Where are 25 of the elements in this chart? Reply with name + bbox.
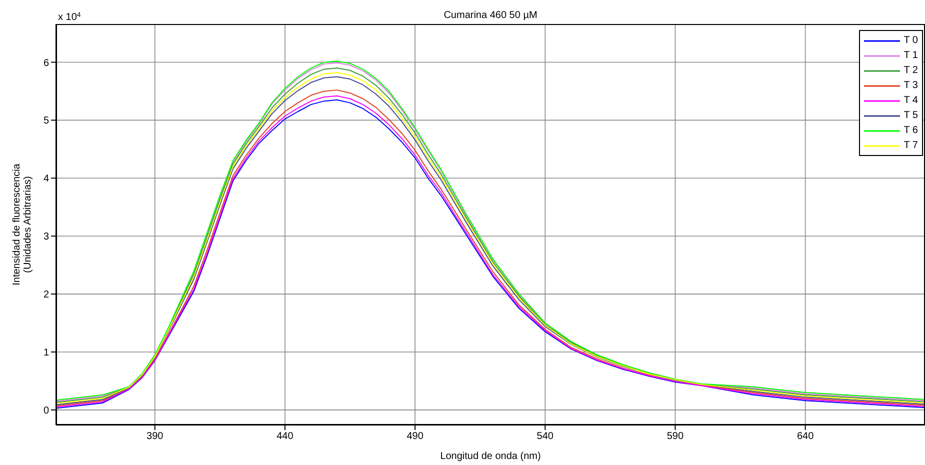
legend-label: T 1: [904, 49, 918, 62]
y-tick-label: 1: [43, 348, 50, 359]
x-tick-label: 440: [276, 431, 294, 442]
legend-label: T 4: [904, 94, 918, 107]
legend-label: T 6: [904, 124, 918, 137]
legend-label: T 5: [904, 109, 918, 122]
y-tick-label: 0: [43, 405, 50, 416]
x-tick-label: 590: [666, 431, 684, 442]
x-tick-label: 490: [406, 431, 424, 442]
legend-label: T 2: [904, 64, 918, 77]
y-tick-label: 2: [43, 290, 50, 301]
y-axis-title: Intensidad de fluorescencia (Unidades Arbitrarias): [12, 163, 34, 286]
x-axis-title: Longitud de onda (nm): [440, 451, 541, 462]
chart-title: Cumarina 460 50 µM: [444, 10, 538, 21]
y-tick-label: 3: [43, 232, 50, 243]
legend-label: T 7: [904, 139, 918, 152]
x-tick-label: 390: [146, 431, 164, 442]
y-tick-label: 4: [43, 174, 50, 185]
x-tick-label: 540: [536, 431, 554, 442]
y-tick-label: 6: [43, 58, 50, 69]
legend-label: T 0: [904, 34, 918, 47]
text: x 10$^{4}$: [58, 12, 81, 23]
y-tick-label: 5: [43, 116, 50, 127]
legend-label: T 3: [904, 79, 918, 92]
x-tick-label: 640: [796, 431, 814, 442]
